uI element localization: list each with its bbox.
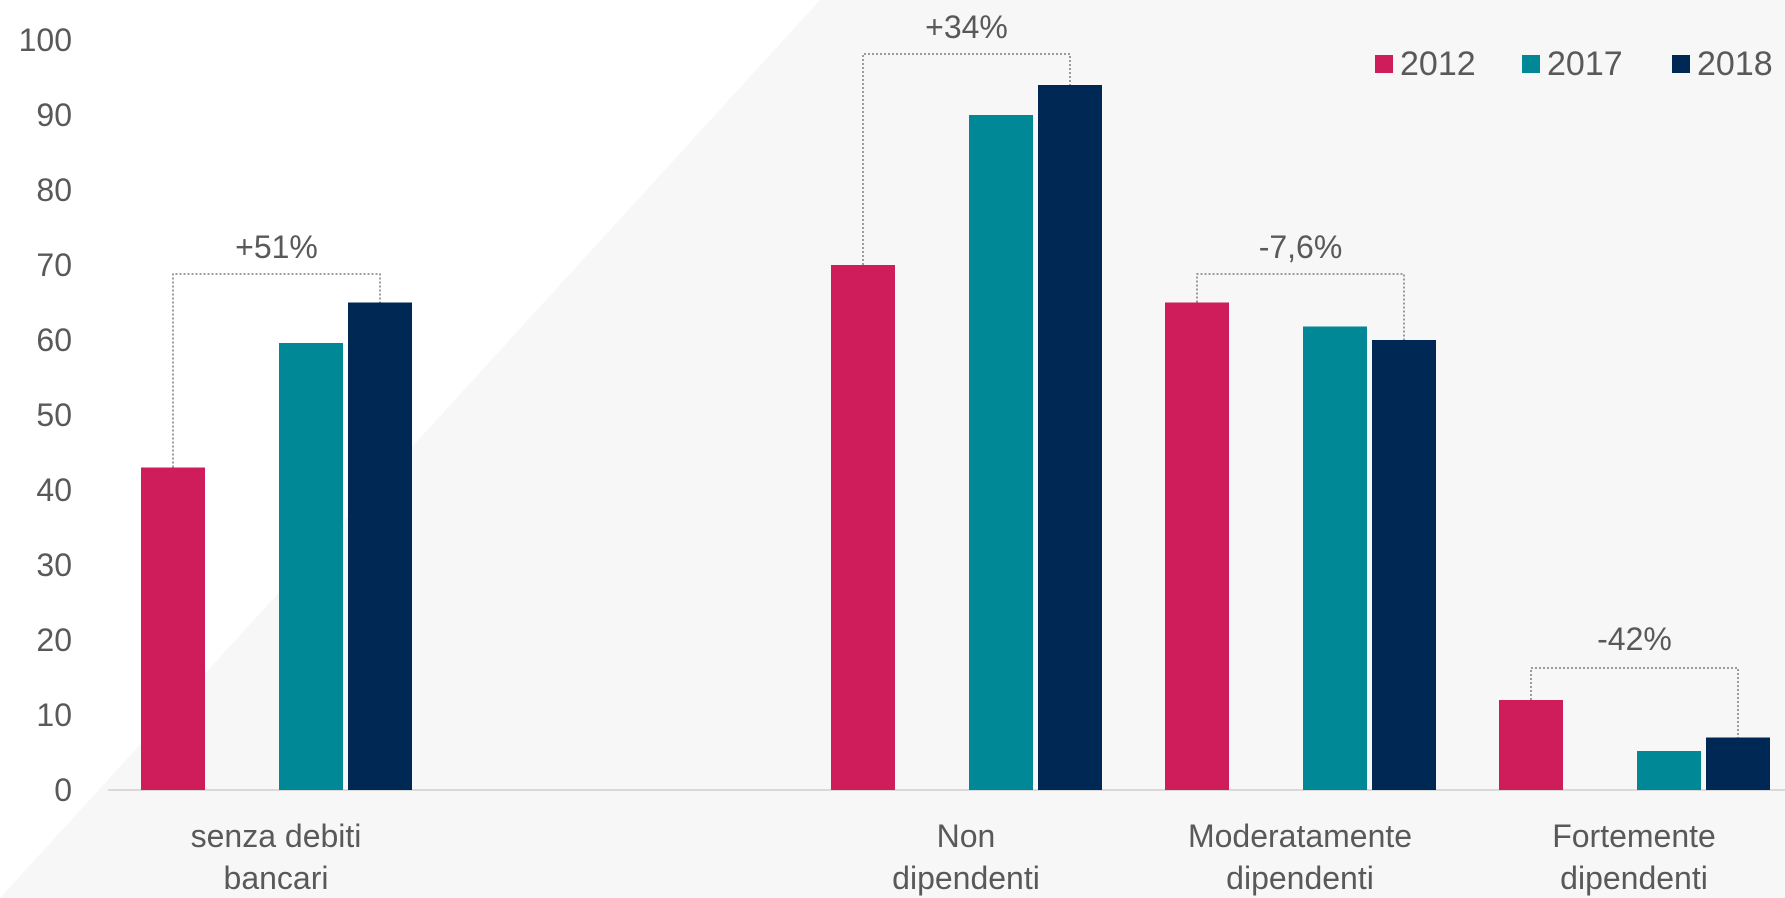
bar-2018-cat2 <box>1372 340 1436 790</box>
bar-2017-cat3 <box>1637 751 1701 790</box>
y-axis: 0 10 20 30 40 50 60 70 80 90 100 <box>19 22 72 808</box>
bars <box>141 85 1770 790</box>
x-tick-label: dipendenti <box>1226 860 1374 896</box>
legend-label-2017: 2017 <box>1547 45 1623 83</box>
x-tick-label: bancari <box>224 860 329 896</box>
legend-swatch-2017 <box>1522 55 1540 73</box>
annotation-bracket <box>1530 667 1739 738</box>
bar-2017-cat2 <box>1303 326 1367 790</box>
annotation-label: -7,6% <box>1259 229 1343 265</box>
bar-2018-cat3 <box>1706 737 1770 790</box>
annotation-label: +34% <box>925 9 1008 45</box>
bar-2017-cat0 <box>279 343 343 790</box>
bar-2018-cat1 <box>1038 85 1102 790</box>
annotation-bracket <box>172 273 381 468</box>
y-tick-label: 50 <box>36 397 72 433</box>
y-tick-label: 70 <box>36 247 72 283</box>
annotation-bracket <box>1196 273 1405 340</box>
x-axis-labels: senza debiti bancari Non dipendenti Moderata… <box>191 818 1716 896</box>
y-tick-label: 60 <box>36 322 72 358</box>
x-tick-label: senza debiti <box>191 818 362 854</box>
x-tick-label: Non <box>937 818 996 854</box>
y-tick-label: 30 <box>36 547 72 583</box>
y-tick-label: 40 <box>36 472 72 508</box>
bar-2017-cat1 <box>969 115 1033 790</box>
legend-label-2018: 2018 <box>1697 45 1773 83</box>
y-tick-label: 80 <box>36 172 72 208</box>
legend: 2012 2017 2018 <box>1375 45 1773 83</box>
x-tick-label: Fortemente <box>1552 818 1716 854</box>
bar-2012-cat3 <box>1499 700 1563 790</box>
y-tick-label: 100 <box>19 22 72 58</box>
x-tick-label: dipendenti <box>1560 860 1708 896</box>
legend-swatch-2018 <box>1672 55 1690 73</box>
y-tick-label: 10 <box>36 697 72 733</box>
legend-label-2012: 2012 <box>1400 45 1476 83</box>
annotation-label: -42% <box>1597 621 1672 657</box>
y-tick-label: 20 <box>36 622 72 658</box>
x-tick-label: dipendenti <box>892 860 1040 896</box>
bar-2012-cat1 <box>831 265 895 790</box>
bar-2012-cat2 <box>1165 302 1229 790</box>
bar-2018-cat0 <box>348 302 412 790</box>
annotations: +51% +34% -7,6% -42% <box>172 9 1739 738</box>
annotation-label: +51% <box>235 229 318 265</box>
y-tick-label: 0 <box>54 772 72 808</box>
x-tick-label: Moderatamente <box>1188 818 1412 854</box>
annotation-bracket <box>862 53 1071 265</box>
y-tick-label: 90 <box>36 97 72 133</box>
bar-2012-cat0 <box>141 467 205 790</box>
legend-swatch-2012 <box>1375 55 1393 73</box>
